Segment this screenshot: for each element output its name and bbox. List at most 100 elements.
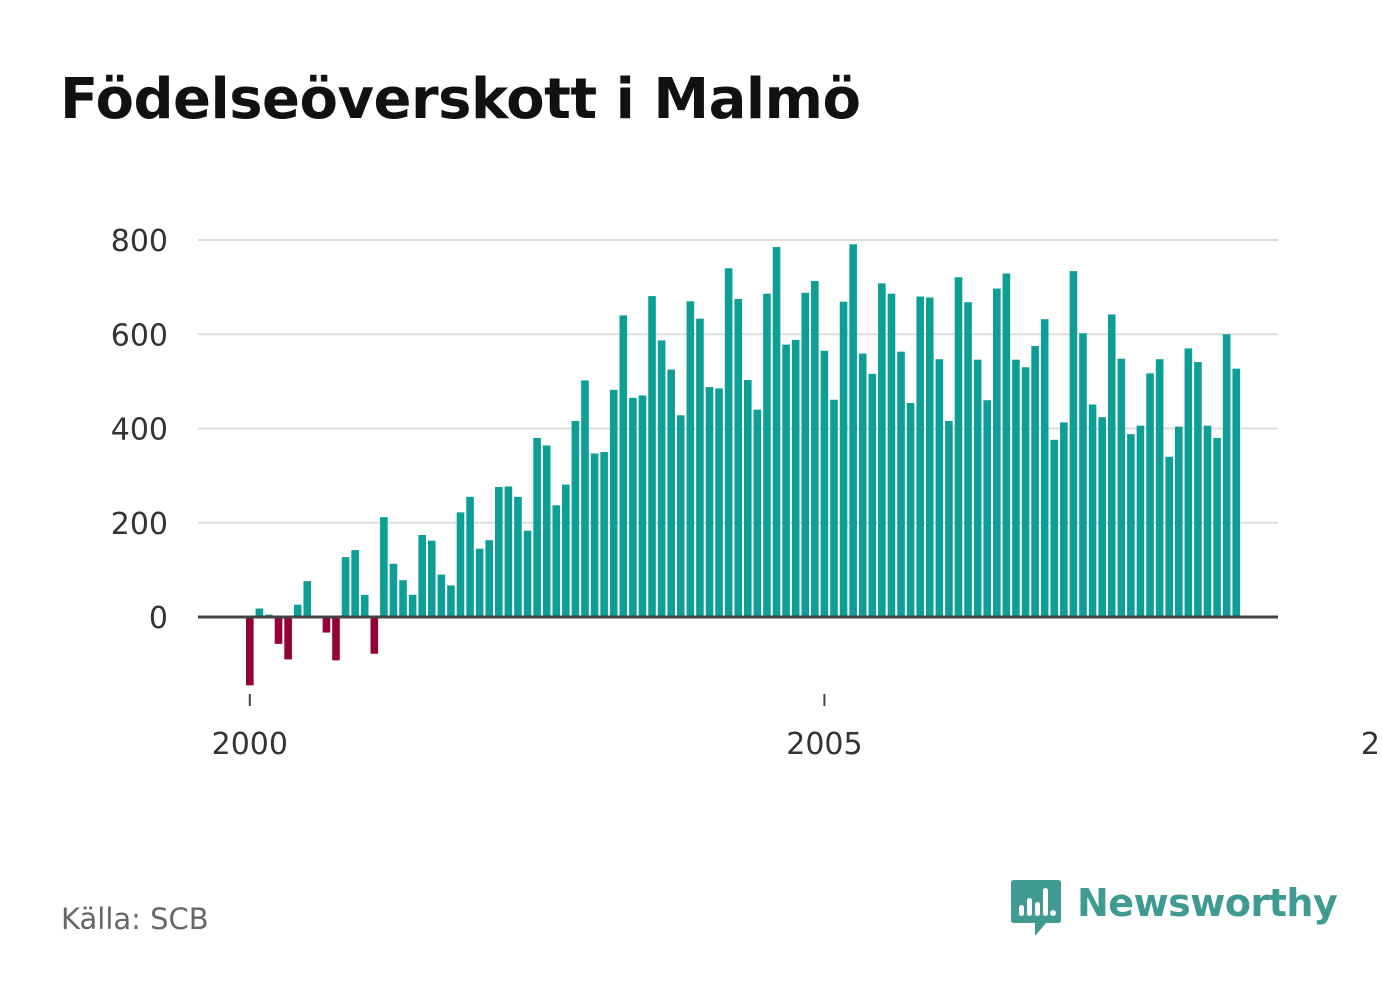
bar [370,617,379,654]
bar [1213,437,1221,617]
bar [380,517,388,618]
bar [437,574,446,617]
bar [523,530,532,617]
bar [418,535,426,617]
bar [456,512,465,617]
bar [1031,346,1039,617]
bar [705,387,714,617]
bar [351,550,359,617]
bar [1098,417,1106,617]
bar [887,293,896,617]
bar [1002,273,1011,617]
bar [1203,425,1212,617]
bar [581,380,589,617]
bar [533,437,541,617]
bar [1012,359,1020,617]
bar [925,297,934,617]
bar [562,484,570,617]
bar [619,315,628,617]
bar [542,445,551,617]
source-note: Källa: SCB [61,902,209,936]
bar [1079,333,1087,617]
bar [1060,422,1068,617]
bar [571,420,580,617]
bar [648,296,656,617]
bar [945,420,953,617]
x-tick-label: 2000 [212,727,288,762]
bar [341,557,350,617]
bar [916,296,924,617]
bar [858,353,867,617]
bar [744,379,752,617]
bar [657,340,666,617]
newsworthy-logo-icon [1011,880,1061,936]
bar [600,452,608,617]
bar [935,359,944,617]
newsworthy-logo[interactable]: Newsworthy [1011,880,1338,940]
bar [811,281,819,617]
bar [1155,359,1164,617]
bar [839,301,848,617]
bar [609,389,618,617]
x-axis: 200020052010201520202025 [212,694,1382,762]
bar [772,247,781,617]
bar [332,617,340,661]
bar [1050,439,1059,617]
bar [1184,348,1193,617]
bar [753,409,762,617]
bar [638,395,647,617]
bar [993,288,1001,617]
bar [447,585,455,617]
bar [514,496,522,617]
bar [1165,456,1173,617]
bar [322,617,331,633]
x-tick-label: 2005 [786,727,862,762]
y-tick-label: 400 [111,413,168,448]
bar [954,277,963,617]
bar [1136,425,1145,617]
bar [1107,314,1116,617]
bar [427,540,436,617]
bar [791,339,800,617]
bar [1021,367,1030,617]
bar [676,415,685,617]
bar [1194,362,1202,617]
bar [686,301,695,617]
x-tick-label: 2010 [1361,727,1382,762]
bar [1232,368,1241,617]
bar [696,318,704,617]
bar [1088,404,1097,617]
bar [552,505,561,617]
bar [475,548,484,617]
bar [782,344,790,617]
bar [1127,434,1135,617]
bar [1174,426,1183,617]
bar [246,617,254,686]
bar [255,608,264,617]
bar [868,373,877,617]
bar [1222,334,1231,617]
bar [629,397,637,617]
bar [1146,373,1154,617]
bar [303,581,312,617]
bar [495,486,503,617]
bar [504,486,513,617]
bar [389,563,398,617]
bar [284,617,292,660]
bars [246,244,1241,686]
bar [820,350,829,617]
bar [590,453,599,617]
bar [849,244,857,618]
bar [1069,271,1078,617]
bar [485,540,494,617]
y-tick-label: 800 [111,224,168,259]
bar [293,604,302,617]
bar [399,580,407,617]
bar [1040,319,1049,617]
bar [878,283,886,617]
bar [360,594,369,617]
bar [964,302,972,617]
chart-title: Födelseöverskott i Malmö [60,67,861,132]
bar [1117,358,1126,617]
